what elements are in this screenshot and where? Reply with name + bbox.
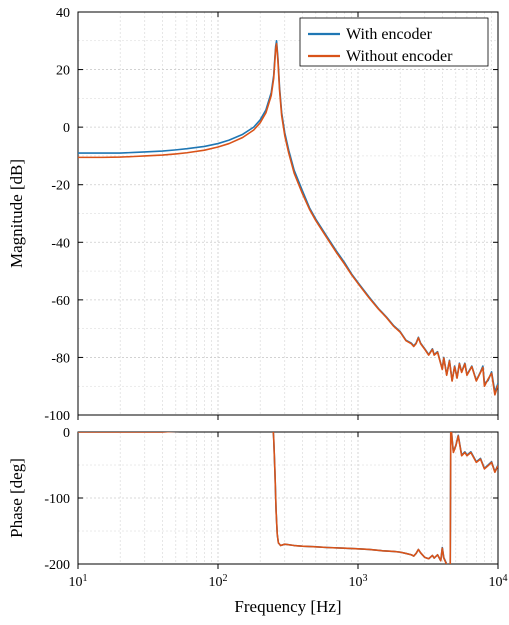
phase-axis-label: Phase [deg]: [7, 458, 26, 538]
x-tick-label: 103: [349, 573, 368, 591]
magnitude-axis-label: Magnitude [dB]: [7, 159, 26, 268]
mag-ytick-label: -80: [51, 351, 70, 366]
phase-ytick-label: -200: [44, 558, 70, 573]
legend-label: With encoder: [346, 26, 433, 43]
bode-plot-container: -100-80-60-40-2002040Magnitude [dB]-200-…: [0, 0, 509, 625]
mag-ytick-label: 40: [56, 6, 70, 21]
mag-ytick-label: -40: [51, 236, 70, 251]
mag-ytick-label: -60: [51, 294, 70, 309]
phase-ytick-label: -100: [44, 492, 70, 507]
x-tick-label: 102: [209, 573, 228, 591]
bode-plot-svg: -100-80-60-40-2002040Magnitude [dB]-200-…: [0, 0, 509, 625]
legend-label: Without encoder: [346, 48, 453, 65]
x-tick-label: 101: [69, 573, 88, 591]
mag-ytick-label: 0: [63, 121, 70, 136]
mag-ytick-label: -20: [51, 179, 70, 194]
mag-ytick-label: -100: [44, 409, 70, 424]
frequency-axis-label: Frequency [Hz]: [234, 597, 341, 616]
x-tick-label: 104: [489, 573, 508, 591]
phase-ytick-label: 0: [63, 426, 70, 441]
mag-ytick-label: 20: [56, 64, 70, 79]
